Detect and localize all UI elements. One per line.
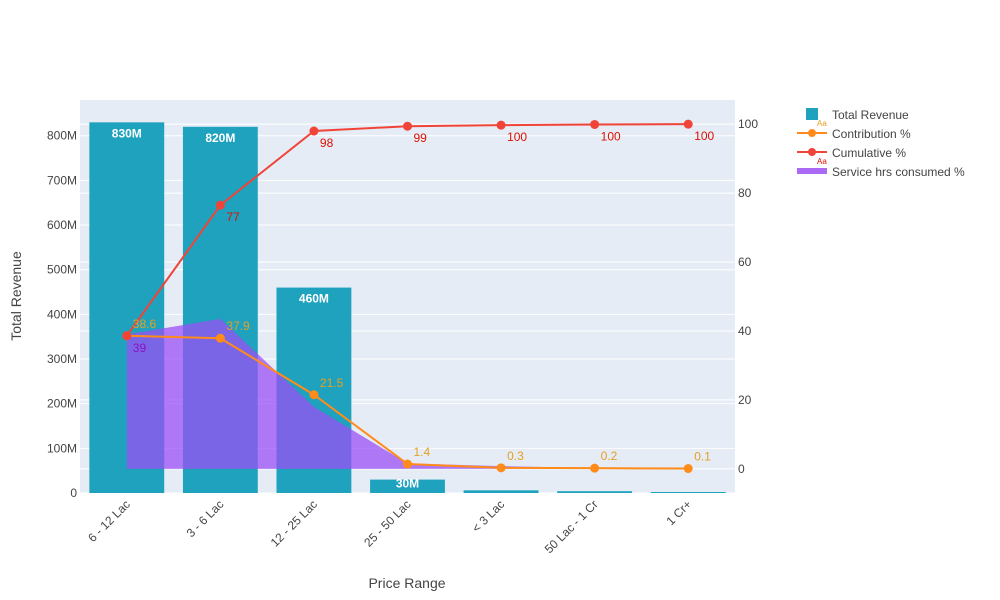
legend-area-swatch-icon [797, 168, 827, 174]
legend-marker-icon [808, 129, 816, 137]
service-hrs-area [126, 318, 689, 469]
x-axis-title: Price Range [368, 575, 445, 591]
legend-aa-marker-icon: Aa [817, 119, 827, 128]
legend-item-cumulative[interactable]: Aa Cumulative % [797, 146, 906, 166]
cumulative-point [122, 331, 132, 341]
contribution-point [590, 463, 600, 473]
cumulative-point [403, 121, 412, 131]
y-tick-label: 700M [47, 173, 77, 187]
contribution-label: 0.1 [694, 450, 711, 464]
cumulative-point [590, 119, 600, 129]
y2-tick-label: 20 [738, 393, 752, 407]
legend-label: Contribution % [832, 127, 911, 141]
area-series [126, 318, 689, 469]
y2-tick-label: 60 [738, 255, 752, 269]
cumulative-label: 99 [414, 131, 428, 145]
contribution-point [683, 464, 693, 474]
legend: Aa Total Revenue Contribution % Aa Cumul… [797, 108, 965, 179]
y-tick-label: 500M [47, 263, 77, 277]
bar-label: 820M [205, 131, 235, 145]
legend-bar-swatch-icon [806, 108, 818, 120]
legend-item-service-hrs[interactable]: Service hrs consumed % [797, 165, 965, 179]
x-tick-label: 25 - 50 Lac [361, 497, 413, 549]
contribution-label: 0.3 [507, 449, 524, 463]
contribution-label: 0.2 [601, 449, 618, 463]
contribution-label: 37.9 [226, 319, 250, 333]
contribution-point [309, 390, 319, 400]
bar [557, 491, 633, 493]
legend-label: Total Revenue [832, 108, 909, 122]
y-tick-label: 0 [70, 486, 77, 500]
cumulative-label: 39 [133, 341, 147, 355]
line-series [122, 119, 693, 474]
x-tick-label: 1 Cr+ [663, 497, 694, 528]
cumulative-point [215, 200, 225, 210]
legend-label: Service hrs consumed % [832, 165, 965, 179]
x-tick-label: 6 - 12 Lac [85, 497, 133, 545]
contribution-point [215, 333, 225, 343]
bar-label: 460M [299, 292, 329, 306]
data-labels: 830M 820M 460M 30M 38.6 37.9 21.5 1.4 0.3 0.2 0.1 3… [112, 126, 715, 490]
y-tick-label: 100M [47, 441, 77, 455]
y-tick-label: 800M [47, 129, 77, 143]
legend-item-contribution[interactable]: Contribution % [797, 127, 911, 141]
cumulative-label: 98 [320, 136, 334, 150]
contribution-label: 38.6 [133, 317, 157, 331]
y-tick-label: 200M [47, 397, 77, 411]
bar-label: 830M [112, 126, 142, 140]
cumulative-point [683, 119, 693, 129]
x-tick-label: 3 - 6 Lac [184, 497, 227, 540]
legend-marker-icon [808, 148, 816, 156]
legend-item-total-revenue[interactable]: Aa Total Revenue [806, 108, 909, 128]
x-tick-label: < 3 Lac [469, 497, 507, 535]
cumulative-label: 100 [507, 130, 527, 144]
cumulative-label: 100 [601, 129, 621, 143]
y2-axis-ticks: 0 20 40 60 80 100 [738, 117, 758, 476]
y-axis-ticks: 0 100M 200M 300M 400M 500M 600M 700M 800M [47, 129, 77, 500]
cumulative-label: 100 [694, 129, 714, 143]
x-axis-ticks: 6 - 12 Lac 3 - 6 Lac 12 - 25 Lac 25 - 50 La… [85, 497, 694, 556]
bar [370, 479, 445, 493]
y-tick-label: 300M [47, 352, 77, 366]
y2-tick-label: 100 [738, 117, 758, 131]
contribution-point [403, 459, 412, 469]
cumulative-point [309, 126, 319, 136]
bar [650, 492, 726, 493]
y2-tick-label: 80 [738, 186, 752, 200]
contribution-label: 21.5 [320, 376, 344, 390]
y-tick-label: 600M [47, 218, 77, 232]
bar-label: 30M [396, 477, 419, 491]
x-tick-label: 12 - 25 Lac [268, 497, 320, 549]
x-tick-label: 50 Lac - 1 Cr [542, 497, 601, 556]
y-axis-title: Total Revenue [8, 251, 24, 341]
legend-label: Cumulative % [832, 146, 906, 160]
bar [463, 490, 539, 493]
y2-tick-label: 0 [738, 462, 745, 476]
contribution-label: 1.4 [414, 445, 431, 459]
y-tick-label: 400M [47, 307, 77, 321]
y2-tick-label: 40 [738, 324, 752, 338]
cumulative-point [496, 120, 506, 130]
contribution-point [496, 463, 506, 473]
legend-aa-marker-icon: Aa [817, 157, 827, 166]
cumulative-label: 77 [226, 210, 240, 224]
